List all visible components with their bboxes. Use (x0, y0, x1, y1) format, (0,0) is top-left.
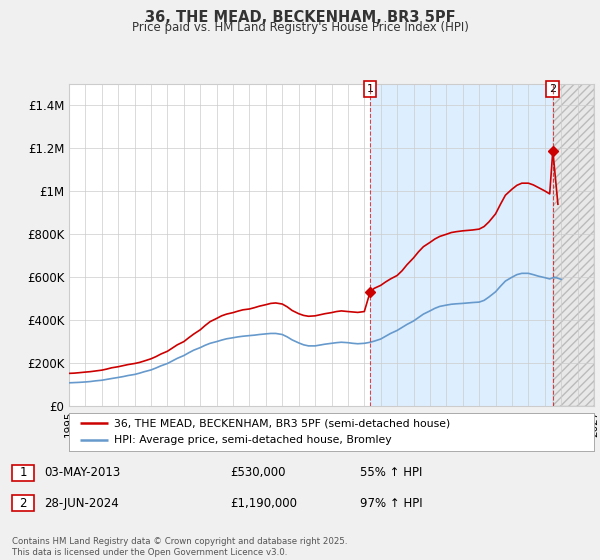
Text: £530,000: £530,000 (230, 466, 286, 479)
Text: 2: 2 (19, 497, 27, 510)
Bar (12, 495, 34, 511)
Text: Contains HM Land Registry data © Crown copyright and database right 2025.
This d: Contains HM Land Registry data © Crown c… (12, 537, 347, 557)
Text: 03-MAY-2013: 03-MAY-2013 (44, 466, 120, 479)
Text: 1: 1 (19, 466, 27, 479)
Text: £1,190,000: £1,190,000 (230, 497, 297, 510)
Text: 97% ↑ HPI: 97% ↑ HPI (360, 497, 422, 510)
Text: 28-JUN-2024: 28-JUN-2024 (44, 497, 119, 510)
Text: 1: 1 (367, 84, 374, 94)
Text: 2: 2 (549, 84, 556, 94)
Text: 55% ↑ HPI: 55% ↑ HPI (360, 466, 422, 479)
Text: 36, THE MEAD, BECKENHAM, BR3 5PF (semi-detached house): 36, THE MEAD, BECKENHAM, BR3 5PF (semi-d… (113, 418, 450, 428)
Text: 36, THE MEAD, BECKENHAM, BR3 5PF: 36, THE MEAD, BECKENHAM, BR3 5PF (145, 10, 455, 25)
Bar (12, 465, 34, 480)
Text: HPI: Average price, semi-detached house, Bromley: HPI: Average price, semi-detached house,… (113, 435, 391, 445)
Text: Price paid vs. HM Land Registry's House Price Index (HPI): Price paid vs. HM Land Registry's House … (131, 21, 469, 34)
Bar (370, 84, 553, 406)
